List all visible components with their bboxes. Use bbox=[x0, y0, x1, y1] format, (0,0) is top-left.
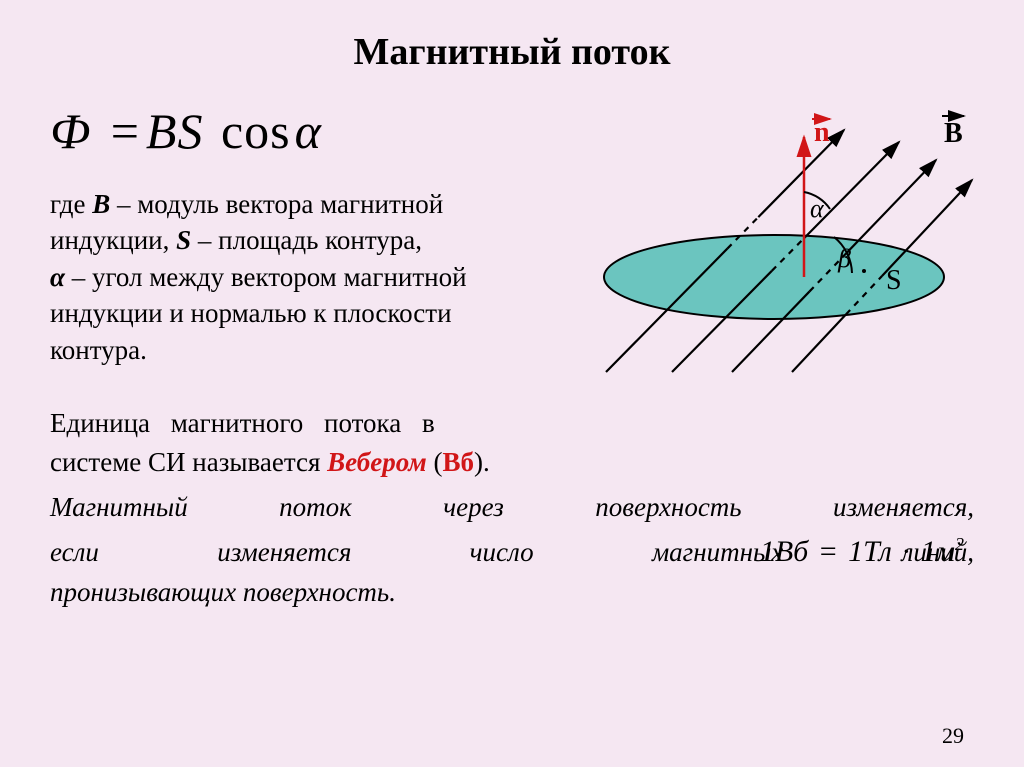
upper-block: Ф =BS cosα где B – модуль вектора магнит… bbox=[50, 102, 974, 382]
desc-alpha: α bbox=[50, 262, 65, 292]
desc-t4: – площадь контура, bbox=[191, 225, 422, 255]
svg-text:B: B bbox=[944, 118, 963, 149]
desc-S: S bbox=[176, 225, 191, 255]
main-formula: Ф =BS cosα bbox=[50, 102, 520, 160]
magnetic-flux-diagram: n B Sαβ bbox=[544, 102, 984, 382]
para2-l1: Магнитный поток через поверхность изменя… bbox=[50, 488, 974, 527]
formula-phi: Ф bbox=[50, 103, 91, 159]
formula-eq: = bbox=[111, 103, 140, 159]
desc-t6: индукции и нормалью к плоскости bbox=[50, 298, 452, 328]
unit-l2b: ( bbox=[427, 447, 443, 477]
unit-line1: Единица магнитного потока в bbox=[50, 408, 435, 438]
svg-text:n: n bbox=[814, 117, 830, 148]
unit-l2c: ). bbox=[474, 447, 490, 477]
svg-text:S: S bbox=[886, 265, 902, 296]
desc-t3: индукции, bbox=[50, 225, 176, 255]
weber-word: Вебером bbox=[327, 447, 427, 477]
unit-dot: · bbox=[901, 535, 911, 568]
formula-alpha: α bbox=[295, 103, 322, 159]
unit-sup: 2 bbox=[955, 534, 964, 554]
formula-cos: cos bbox=[221, 103, 291, 159]
unit-eq: = bbox=[820, 535, 837, 568]
svg-text:α: α bbox=[810, 194, 825, 223]
wb-abbr: Вб bbox=[442, 447, 474, 477]
desc-t7: контура. bbox=[50, 335, 147, 365]
unit-l2a: системе СИ называется bbox=[50, 447, 327, 477]
page-number: 29 bbox=[942, 723, 964, 749]
unit-lhs: 1Вб bbox=[760, 535, 808, 568]
desc-B: B bbox=[92, 189, 110, 219]
left-column: Ф =BS cosα где B – модуль вектора магнит… bbox=[50, 102, 520, 368]
lower-block: Единица магнитного потока в системе СИ н… bbox=[50, 404, 974, 612]
desc-t2: – модуль вектора магнитной bbox=[110, 189, 443, 219]
para2-l3: пронизывающих поверхность. bbox=[50, 573, 974, 612]
formula-S: S bbox=[177, 103, 203, 159]
diagram: n B Sαβ bbox=[544, 102, 974, 382]
unit-rhs2: 1м bbox=[921, 535, 955, 568]
unit-formula: 1Вб = 1Тл · 1м2 bbox=[760, 530, 964, 574]
svg-text:β: β bbox=[837, 244, 851, 273]
unit-rhs1: 1Тл bbox=[848, 535, 892, 568]
formula-description: где B – модуль вектора магнитной индукци… bbox=[50, 186, 520, 368]
slide-title: Магнитный поток bbox=[50, 30, 974, 74]
formula-B: B bbox=[146, 103, 178, 159]
desc-t5: – угол между вектором магнитной bbox=[65, 262, 467, 292]
desc-t1: где bbox=[50, 189, 92, 219]
